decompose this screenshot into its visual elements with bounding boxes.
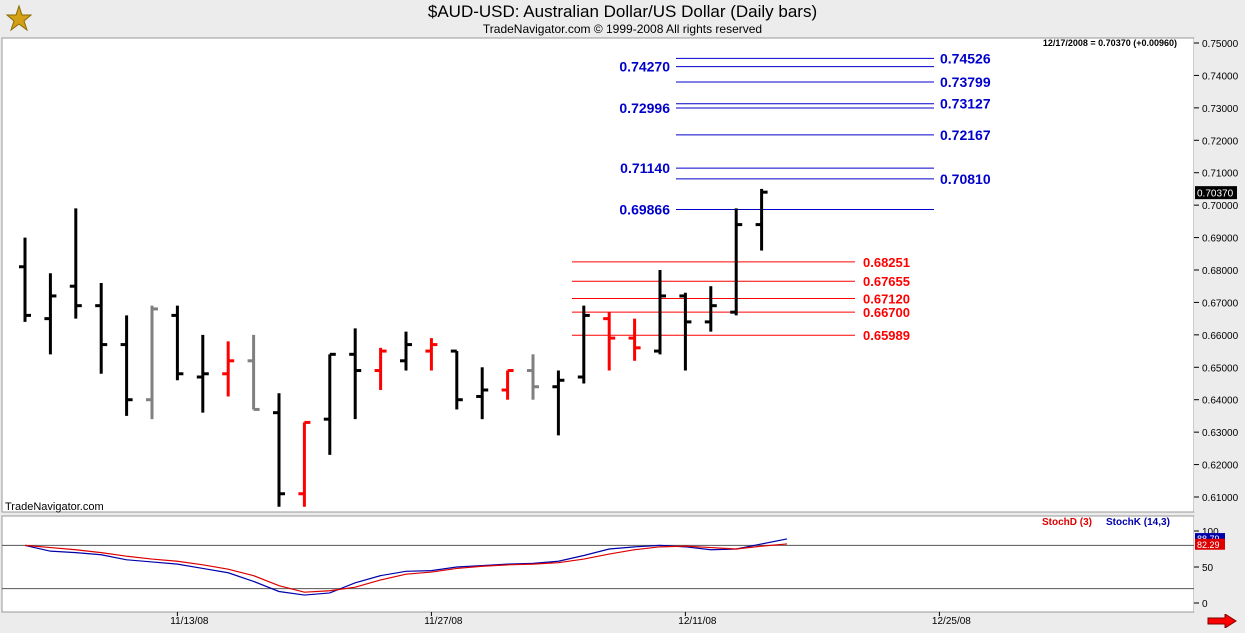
ohlc-bar: [95, 282, 108, 374]
legend-stochD: StochD (3): [1042, 517, 1092, 528]
x-tick-label: 12/11/08: [678, 616, 717, 627]
chart-title: $AUD-USD: Australian Dollar/US Dollar (D…: [427, 2, 818, 21]
price-tick-label: 0.66000: [1202, 331, 1239, 342]
last-price-label: 0.70370: [1197, 189, 1234, 200]
price-axis: [1194, 38, 1244, 512]
watermark: TradeNavigator.com: [5, 501, 104, 513]
copyright-text: TradeNavigator.com © 1999-2008 All right…: [482, 22, 763, 36]
x-tick-label: 11/13/08: [170, 616, 209, 627]
price-tick-label: 0.72000: [1202, 136, 1239, 147]
ohlc-bar: [44, 273, 57, 355]
scroll-right-arrow-icon[interactable]: [1207, 613, 1237, 633]
price-tick-label: 0.74000: [1202, 71, 1239, 82]
ohlc-bar: [323, 352, 336, 455]
ohlc-bar: [501, 369, 514, 400]
ohlc-bar: [196, 334, 209, 413]
red-level-label: 0.67120: [863, 292, 910, 307]
price-tick-label: 0.65000: [1202, 363, 1239, 374]
red-level-label: 0.68251: [863, 255, 910, 270]
ohlc-bar: [247, 334, 260, 411]
ohlc-bar: [69, 208, 82, 319]
blue-level-label: 0.69866: [619, 201, 670, 217]
price-tick-label: 0.63000: [1202, 428, 1239, 439]
ohlc-bar: [120, 315, 133, 416]
price-tick-label: 0.71000: [1202, 169, 1239, 180]
blue-level-label: 0.73799: [940, 74, 991, 90]
ohlc-bar: [222, 341, 235, 397]
ohlc-bar: [425, 338, 438, 371]
ohlc-bar: [730, 208, 743, 316]
price-panel: [1, 37, 1195, 513]
stochD-last-label: 82.29: [1197, 540, 1220, 550]
ohlc-bar: [628, 318, 641, 361]
red-level-label: 0.65989: [863, 328, 910, 343]
x-tick-label: 11/27/08: [424, 616, 463, 627]
quote-text: 12/17/2008 = 0.70370 (+0.00960): [1043, 38, 1177, 48]
ohlc-bar: [171, 305, 184, 381]
price-tick-label: 0.75000: [1202, 39, 1239, 50]
stoch-line: [24, 543, 788, 593]
chart-header: [0, 0, 1245, 38]
ohlc-bar: [527, 354, 539, 400]
price-tick-label: 0.70000: [1202, 201, 1239, 212]
last-price-box: [1195, 186, 1237, 200]
blue-level-label: 0.74526: [940, 50, 991, 66]
price-tick-label: 0.61000: [1202, 493, 1239, 504]
ohlc-bar: [704, 286, 717, 332]
blue-level-label: 0.74270: [619, 59, 670, 75]
ohlc-bar: [273, 393, 285, 507]
ohlc-bar: [374, 347, 387, 390]
ohlc-bar: [679, 292, 692, 371]
ohlc-bar: [577, 305, 590, 384]
navigator-logo-icon[interactable]: [4, 3, 34, 38]
stoch-tick-label: 0: [1202, 599, 1208, 610]
price-tick-label: 0.69000: [1202, 234, 1239, 245]
stoch-axis: [1194, 516, 1244, 612]
price-tick-label: 0.73000: [1202, 104, 1239, 115]
ohlc-bar: [654, 270, 666, 355]
red-level-label: 0.67655: [863, 274, 910, 289]
ohlc-bar: [349, 328, 362, 420]
price-tick-label: 0.67000: [1202, 298, 1239, 309]
blue-level-label: 0.73127: [940, 96, 991, 112]
blue-level-label: 0.72996: [619, 100, 670, 116]
ohlc-bar: [552, 370, 565, 436]
blue-level-label: 0.72167: [940, 127, 991, 143]
ohlc-bar: [146, 305, 158, 420]
stoch-panel: [1, 515, 1195, 613]
blue-level-label: 0.71140: [620, 160, 670, 176]
ohlc-bar: [755, 188, 768, 251]
stoch-tick-label: 100: [1202, 527, 1219, 538]
stoch-tick-label: 50: [1202, 563, 1214, 574]
price-tick-label: 0.68000: [1202, 266, 1239, 277]
stochD-last-box: [1195, 538, 1225, 550]
price-tick-label: 0.62000: [1202, 461, 1239, 472]
ohlc-bar: [298, 420, 311, 507]
ohlc-bar: [400, 331, 412, 371]
stochK-last-box: [1195, 533, 1225, 545]
ohlc-bar: [19, 237, 31, 322]
ohlc-bar: [450, 349, 463, 410]
blue-level-label: 0.70810: [940, 171, 991, 187]
price-tick-label: 0.64000: [1202, 396, 1239, 407]
stoch-line: [24, 538, 788, 596]
ohlc-bar: [476, 367, 489, 420]
red-level-label: 0.66700: [863, 305, 910, 320]
x-tick-label: 12/25/08: [932, 616, 971, 627]
legend-stochK: StochK (14,3): [1106, 517, 1170, 528]
ohlc-bar: [603, 312, 616, 371]
